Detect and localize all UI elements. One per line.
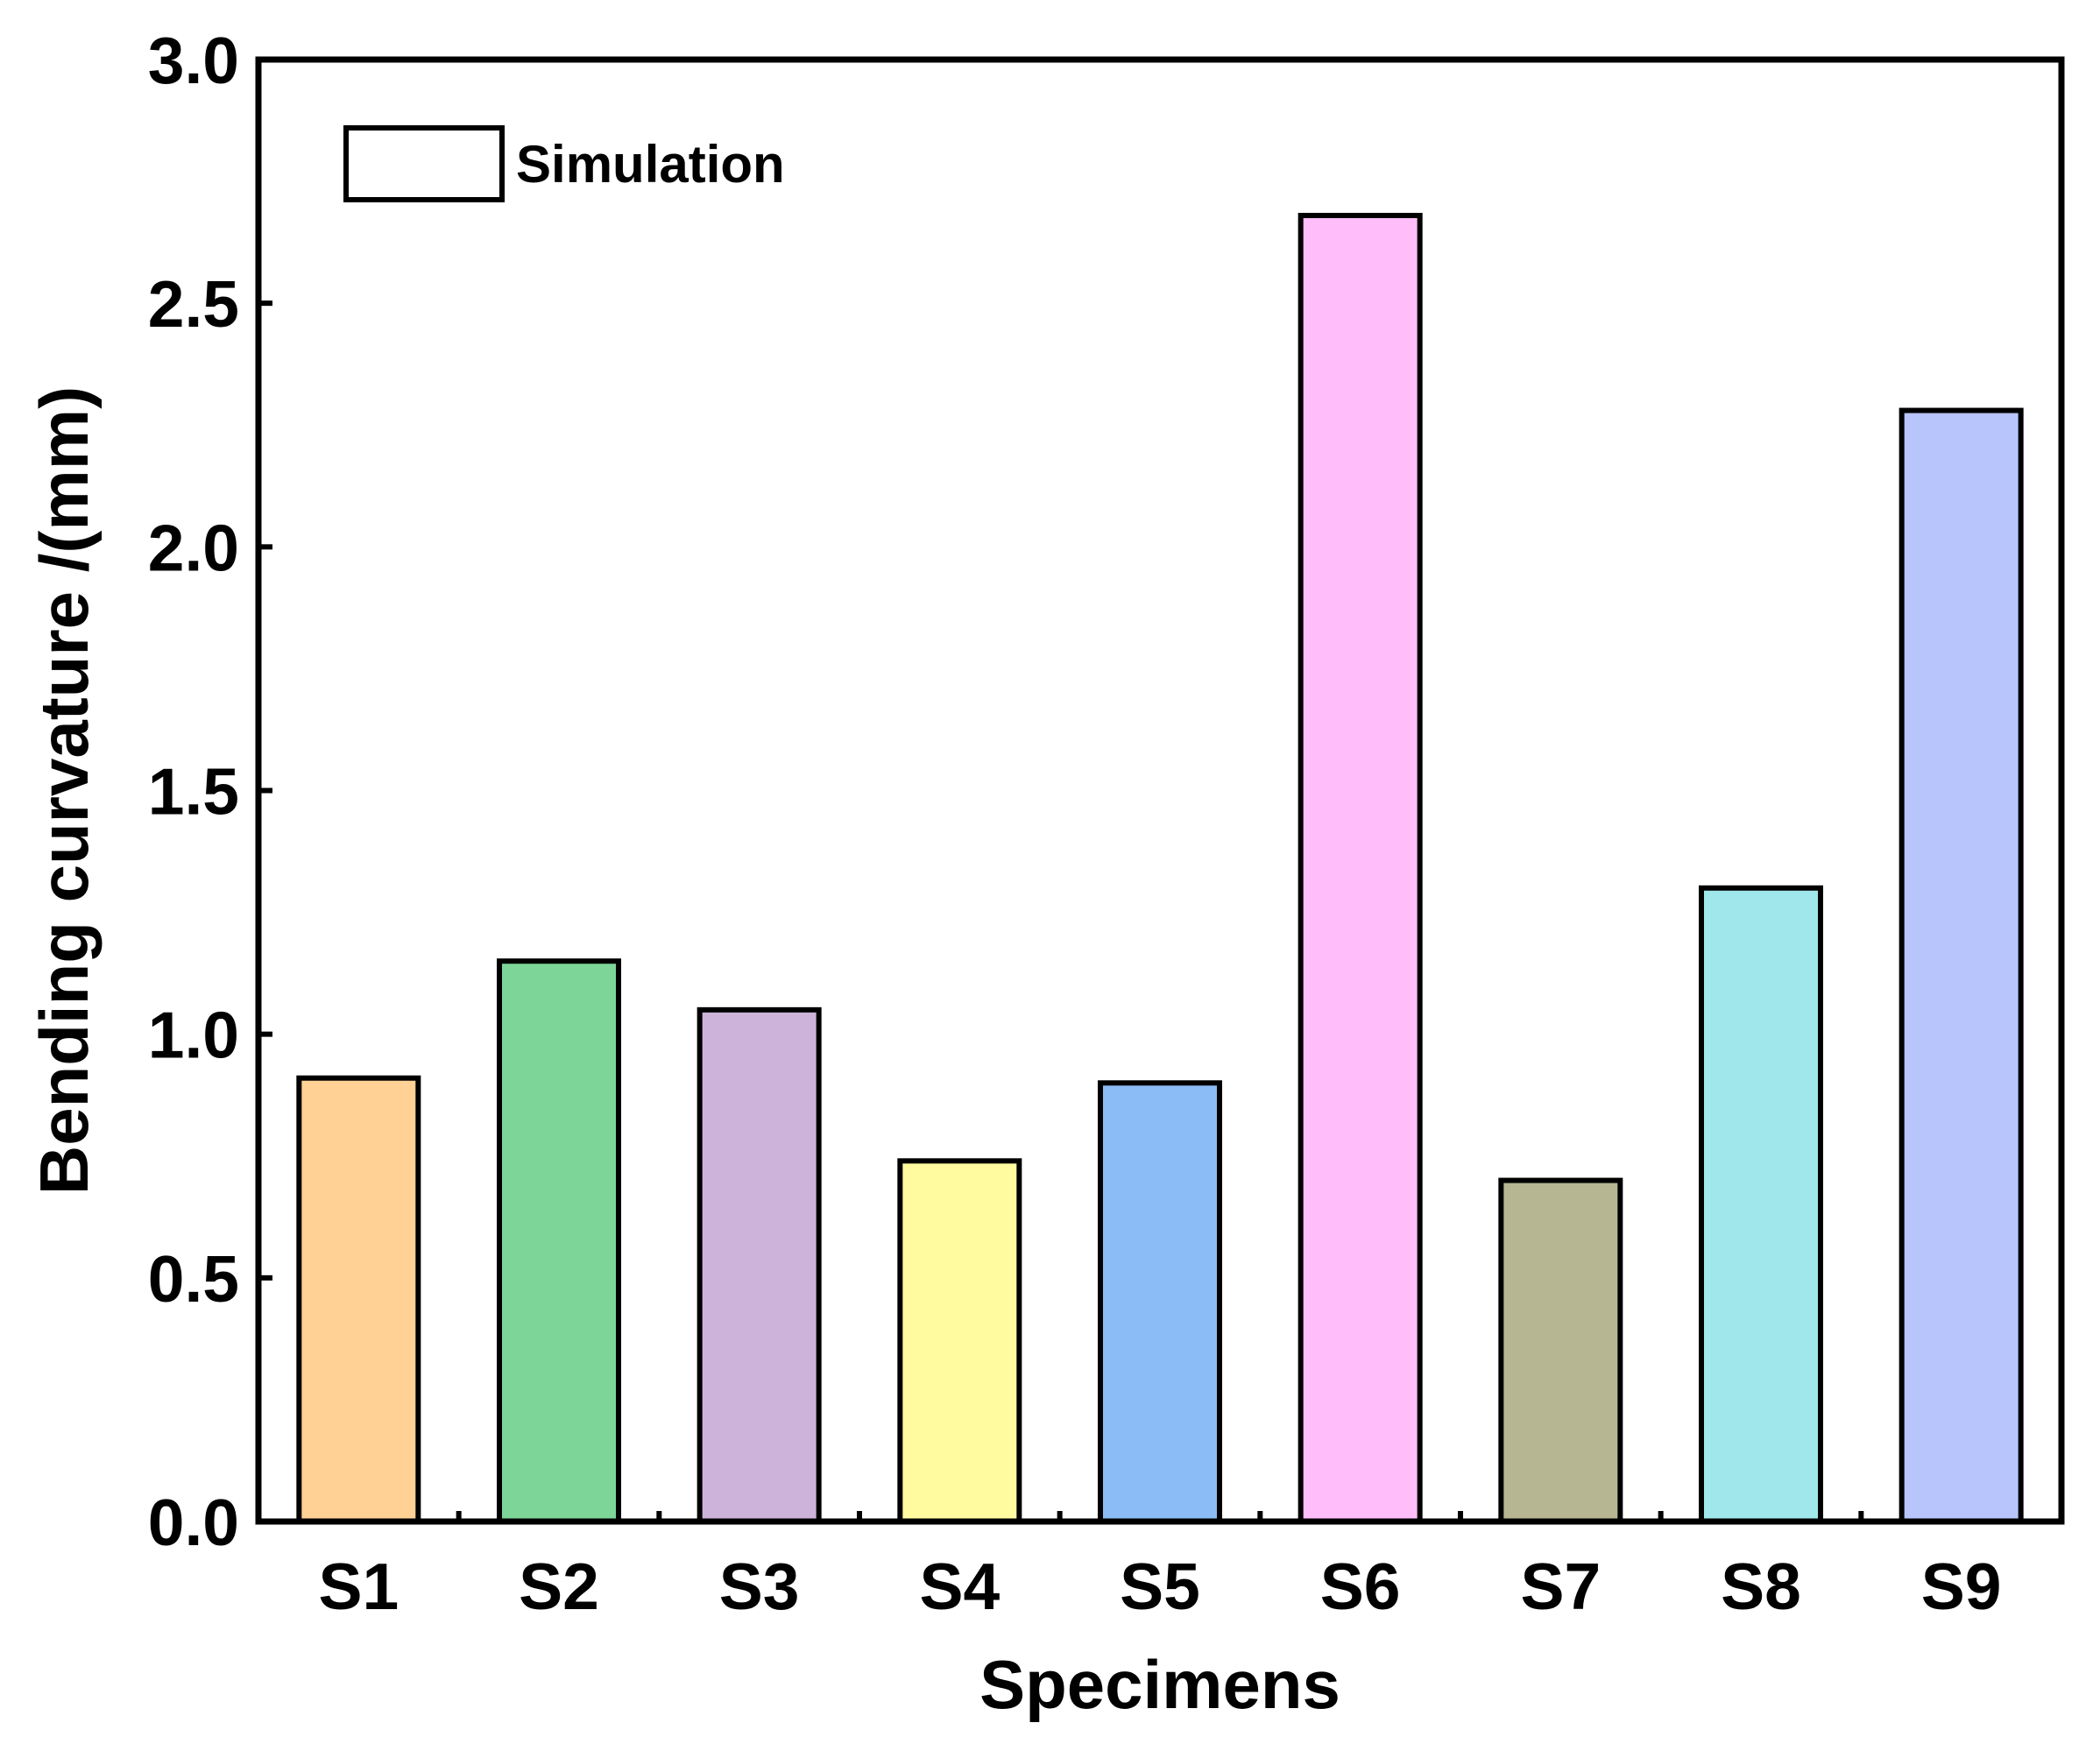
bar-s2 — [497, 958, 621, 1524]
y-axis-title: Bending curvature /(mm) — [25, 386, 103, 1195]
bar-s6 — [1297, 213, 1423, 1525]
legend-swatch — [343, 125, 505, 202]
bar-s7 — [1498, 1177, 1623, 1524]
y-tick-label: 0.0 — [148, 1486, 239, 1559]
y-tick-label: 2.0 — [148, 511, 239, 584]
bars-group — [296, 213, 2024, 1525]
y-tick-label: 2.5 — [148, 267, 239, 341]
bar-s3 — [696, 1006, 822, 1524]
legend-label: Simulation — [516, 135, 785, 194]
y-tick-label: 1.0 — [148, 999, 239, 1072]
y-ticks-group: 0.0 0.5 1.0 1.5 2.0 2.5 3.0 — [148, 24, 272, 1559]
x-tick-label: S1 — [318, 1550, 399, 1623]
x-tick-label: S9 — [1921, 1550, 2002, 1623]
x-axis-title: Specimens — [979, 1646, 1340, 1723]
x-tick-label: S3 — [719, 1550, 800, 1623]
legend: Simulation — [343, 125, 785, 202]
x-tick-label: S7 — [1520, 1550, 1601, 1623]
x-tick-label: S6 — [1320, 1550, 1401, 1623]
bar-s1 — [296, 1075, 421, 1525]
x-ticks-group: S1 S2 S3 S4 S5 S6 S7 S8 S9 — [318, 1511, 2002, 1623]
x-tick-label: S5 — [1120, 1550, 1200, 1623]
x-tick-label: S8 — [1721, 1550, 1801, 1623]
bar-s5 — [1098, 1080, 1222, 1525]
x-tick-label: S4 — [919, 1550, 1000, 1623]
bar-s8 — [1699, 885, 1823, 1524]
bar-s4 — [897, 1158, 1022, 1525]
bar-s9 — [1898, 407, 2024, 1524]
y-tick-label: 0.5 — [148, 1242, 239, 1316]
x-tick-label: S2 — [519, 1550, 599, 1623]
y-tick-label: 1.5 — [148, 755, 239, 829]
y-tick-label: 3.0 — [148, 24, 239, 97]
